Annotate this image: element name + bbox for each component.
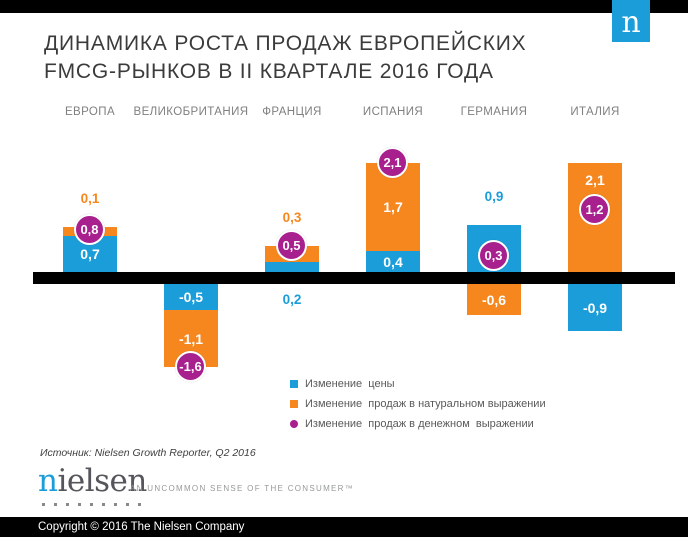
price-value-label: 0,9 [484,189,504,204]
logo-dot [78,503,81,506]
bar-segment-volume [467,284,521,315]
title-line-1: ДИНАМИКА РОСТА ПРОДАЖ ЕВРОПЕЙСКИХ [44,32,527,55]
legend-circle-icon [290,420,298,428]
country-header: ГЕРМАНИЯ [460,106,528,118]
legend-label: Изменение продаж в денежном выражении [305,418,534,430]
country-header: ВЕЛИКОБРИТАНИЯ [133,106,249,118]
price-value-label: -0,9 [582,300,608,316]
country-header: ФРАНЦИЯ [262,106,322,118]
price-value-label: 0,4 [383,254,403,270]
wordmark-n: n [38,463,58,499]
logo-dot [114,503,117,506]
volume-value-label: 0,3 [282,210,302,225]
legend-item: Изменение продаж в денежном выражении [290,414,546,434]
wordmark-rest: ielsen [57,463,147,499]
volume-value-label: -0,6 [481,292,507,308]
bar-segment-price [568,284,622,331]
volume-value-label: 0,1 [80,191,100,206]
bar-segment-price [366,251,420,272]
title-line-2: FMCG-РЫНКОВ В II КВАРТАЛЕ 2016 ГОДА [44,60,494,83]
legend-label: Изменение цены [305,378,395,390]
logo-dot [102,503,105,506]
logo-dot [54,503,57,506]
price-value-label: 0,7 [80,246,100,262]
value-circle: 0,8 [74,214,105,245]
logo-dot [90,503,93,506]
nielsen-tagline: AN UNCOMMON SENSE OF THE CONSUMER™ [130,484,355,493]
top-accent-bar [0,0,688,13]
volume-value-label: 2,1 [585,172,605,188]
value-circle: -1,6 [175,351,206,382]
legend-square-icon [290,380,298,388]
logo-dot [66,503,69,506]
value-circle: 0,3 [478,240,509,271]
legend-label: Изменение продаж в натуральном выражении [305,398,546,410]
country-header: ИСПАНИЯ [362,106,424,118]
nielsen-wordmark: nielsen [38,464,147,498]
bar-segment-price [265,262,319,272]
price-value-label: 0,2 [282,292,302,307]
legend: Изменение цены Изменение продаж в натурал… [290,374,546,434]
page-title: ДИНАМИКА РОСТА ПРОДАЖ ЕВРОПЕЙСКИХ FMCG-Р… [44,30,604,86]
volume-value-label: -1,1 [178,331,204,347]
legend-item: Изменение продаж в натуральном выражении [290,394,546,414]
bar-segment-price [164,284,218,310]
value-circle: 0,5 [276,230,307,261]
logo-dot [42,503,45,506]
legend-square-icon [290,400,298,408]
price-value-label: -0,5 [178,289,204,305]
source-note: Источник: Nielsen Growth Reporter, Q2 20… [40,447,256,459]
value-circle: 2,1 [377,147,408,178]
zero-axis-line [33,272,675,284]
volume-value-label: 1,7 [383,199,403,215]
country-header: ИТАЛИЯ [570,106,620,118]
logo-dot [126,503,129,506]
nielsen-n-logo: n [612,0,650,42]
copyright-text: Copyright © 2016 The Nielsen Company [38,521,245,533]
legend-item: Изменение цены [290,374,546,394]
nielsen-n-letter: n [621,5,641,40]
footer-bar: Copyright © 2016 The Nielsen Company [0,517,688,537]
logo-dot [138,503,141,506]
logo-dots [42,503,150,507]
value-circle: 1,2 [579,194,610,225]
country-header: ЕВРОПА [64,106,116,118]
